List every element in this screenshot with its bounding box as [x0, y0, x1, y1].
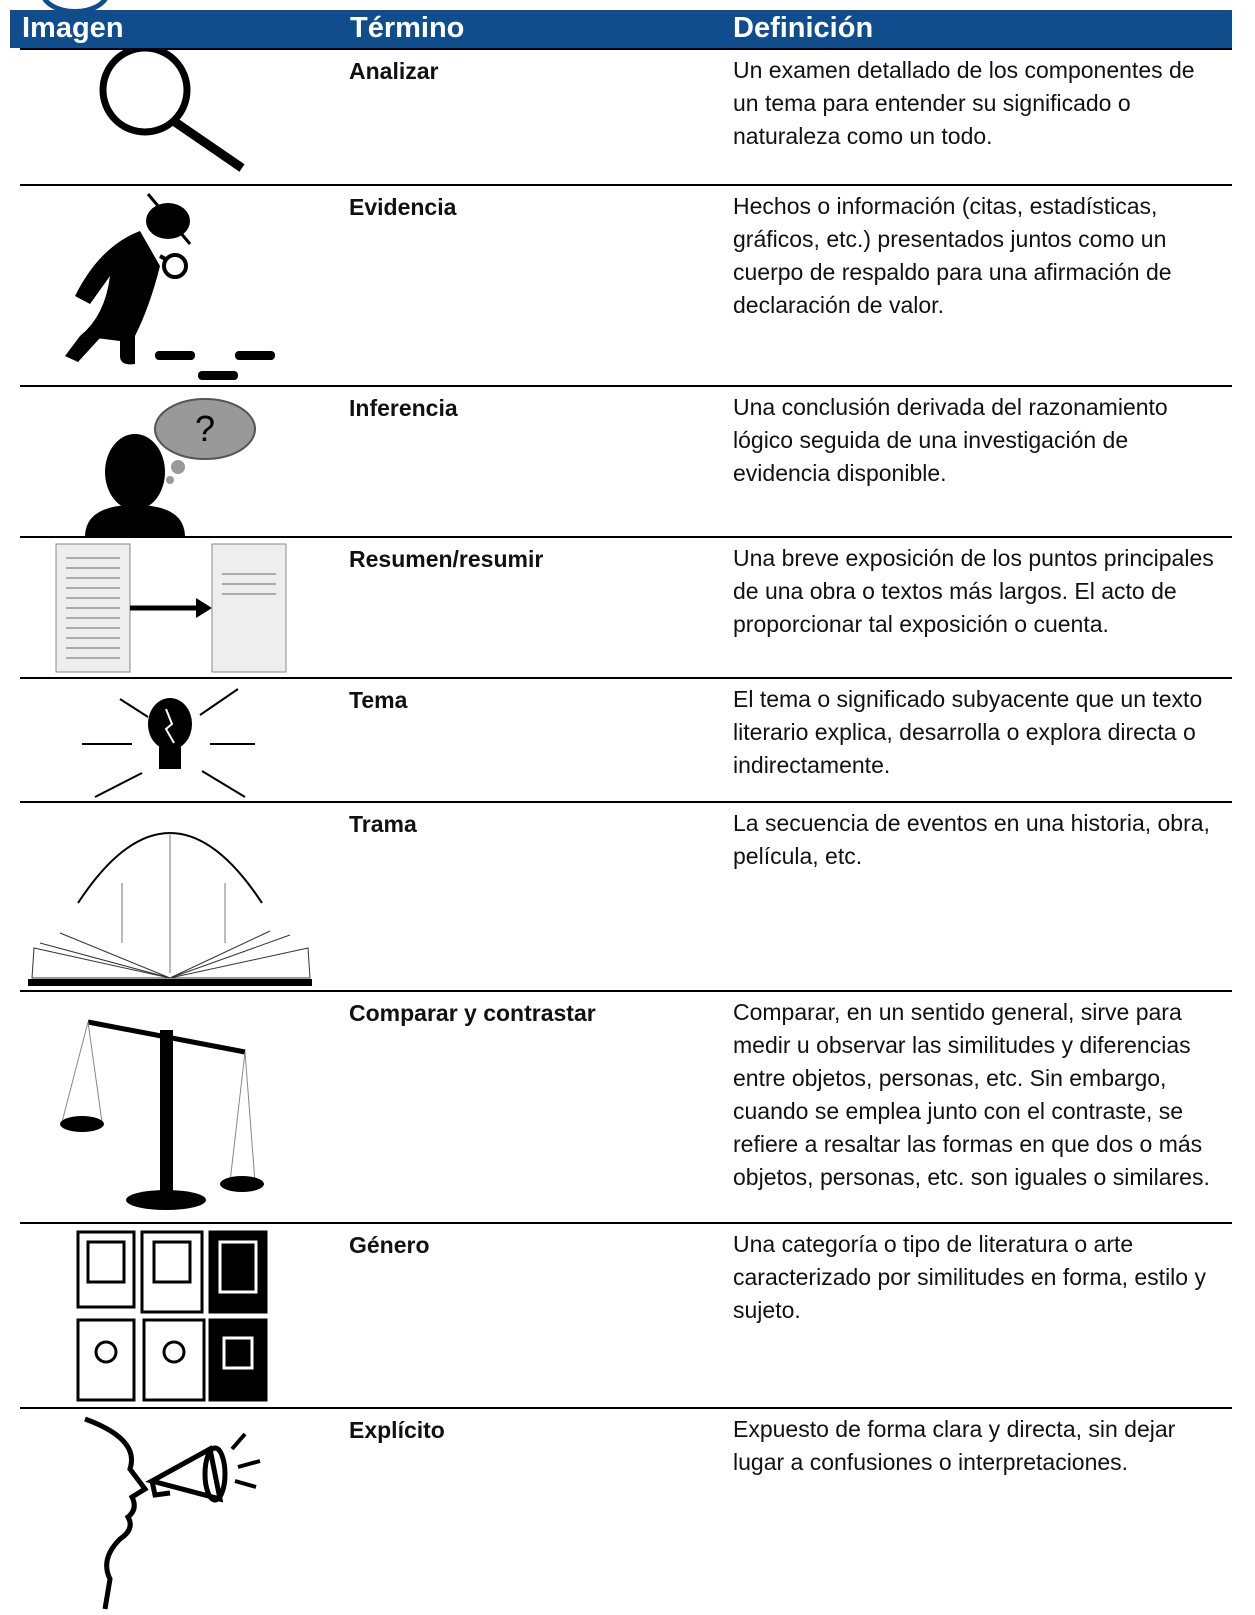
- definition: Un examen detallado de los componentes d…: [733, 57, 1195, 149]
- term: Evidencia: [349, 194, 457, 220]
- term: Resumen/resumir: [349, 546, 544, 572]
- term: Inferencia: [349, 395, 458, 421]
- definition: Una categoría o tipo de literatura o art…: [733, 1231, 1206, 1323]
- term: Explícito: [349, 1417, 445, 1443]
- definition: La secuencia de eventos en una historia,…: [733, 810, 1210, 869]
- term: Género: [349, 1232, 430, 1258]
- icon-plot: [28, 832, 312, 986]
- icon-megaphone: [84, 1416, 261, 1610]
- icon-lightbulb: [82, 688, 255, 798]
- table-row: Comparar y contrastar Comparar, en un se…: [20, 990, 1232, 1222]
- header-cell: Definición: [733, 12, 874, 44]
- table-row: ? Inferencia Una conclusión derivada del…: [20, 385, 1232, 536]
- table-row: Resumen/resumir Una breve exposición de …: [20, 536, 1232, 677]
- definition: El tema o significado subyacente que un …: [733, 686, 1203, 778]
- definition: Una breve exposición de los puntos princ…: [733, 545, 1214, 637]
- icon-inference: ?: [85, 398, 256, 536]
- icon-summary: [55, 543, 287, 673]
- term: Trama: [349, 811, 417, 837]
- table-row: Explícito Expuesto de forma clara y dire…: [20, 1407, 1232, 1615]
- definition: Una conclusión derivada del razonamiento…: [733, 394, 1168, 486]
- table-row: Analizar Un examen detallado de los comp…: [20, 48, 1232, 184]
- term: Comparar y contrastar: [349, 1000, 596, 1026]
- header-cell: Término: [350, 12, 465, 44]
- table-row: Tema El tema o significado subyacente qu…: [20, 677, 1232, 801]
- icon-genres: [76, 1230, 268, 1402]
- icon-detective: [65, 193, 275, 380]
- term: Analizar: [349, 58, 439, 84]
- table-row: Evidencia Hechos o información (citas, e…: [20, 184, 1232, 385]
- table-row: Trama La secuencia de eventos en una his…: [20, 801, 1232, 990]
- definition: Comparar, en un sentido general, sirve p…: [733, 999, 1210, 1190]
- definition: Expuesto de forma clara y directa, sin d…: [733, 1416, 1176, 1475]
- table-header: Imagen Término Definición: [10, 10, 1232, 48]
- definition: Hechos o información (citas, estadística…: [733, 193, 1172, 318]
- term: Tema: [349, 687, 408, 713]
- table-row: Género Una categoría o tipo de literatur…: [20, 1222, 1232, 1407]
- icon-magnifier: [99, 50, 245, 172]
- svg-text:?: ?: [195, 408, 215, 449]
- header-cell: Imagen: [22, 12, 124, 44]
- icon-scale: [60, 1019, 264, 1210]
